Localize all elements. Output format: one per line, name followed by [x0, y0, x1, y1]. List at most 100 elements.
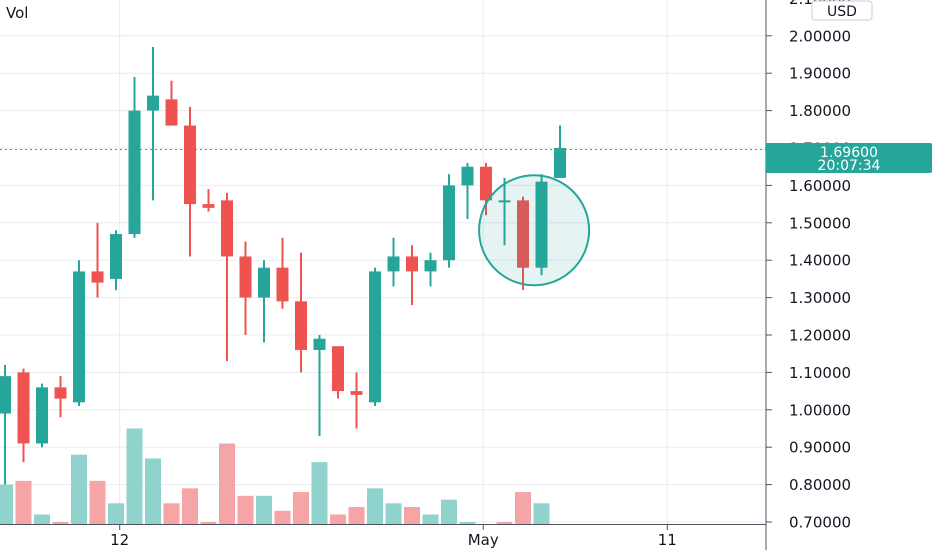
- candle-body: [295, 301, 307, 350]
- volume-bar: [348, 507, 365, 524]
- y-tick-label: 1.40000: [789, 252, 851, 270]
- x-tick-label: May: [468, 531, 499, 549]
- candle: [36, 383, 48, 448]
- volume-bar: [126, 428, 143, 524]
- candle: [184, 106, 196, 257]
- volume-bar: [385, 503, 402, 524]
- candle: [313, 335, 326, 436]
- volume-bar: [237, 495, 254, 524]
- candle: [332, 346, 344, 399]
- candle: [461, 162, 474, 220]
- last-price-label: 1.69600 20:07:34: [766, 143, 932, 174]
- candle-body: [554, 148, 566, 178]
- candle-body: [91, 271, 104, 283]
- candle: [73, 260, 85, 407]
- candle-body: [110, 234, 122, 279]
- volume-bar: [52, 522, 69, 524]
- y-tick-label: 1.30000: [789, 289, 851, 307]
- volume-bar: [15, 480, 32, 524]
- candle: [498, 177, 511, 246]
- x-axis[interactable]: 12 May 11: [110, 524, 677, 549]
- y-tick-label: 2.00000: [789, 27, 851, 45]
- bar-countdown: 20:07:34: [818, 158, 881, 174]
- candle-body: [128, 110, 141, 235]
- volume-bar: [496, 522, 513, 524]
- y-tick-label: 1.50000: [789, 214, 851, 232]
- candle-body: [54, 387, 67, 399]
- candle: [202, 189, 215, 212]
- volume-bar: [293, 492, 309, 524]
- y-tick-label: 1.20000: [789, 327, 851, 345]
- highlight-circle: [478, 174, 591, 287]
- candle-body: [332, 346, 344, 392]
- candle-body: [461, 166, 474, 186]
- volume-bar: [163, 503, 180, 524]
- volume-bar: [256, 495, 272, 524]
- volume-bar: [404, 507, 420, 524]
- candle: [424, 252, 437, 287]
- currency-label: USD: [827, 4, 857, 20]
- volume-bar: [34, 514, 50, 524]
- volume-bar: [533, 503, 550, 524]
- y-tick-label: 1.60000: [789, 177, 851, 195]
- candle: [91, 222, 104, 298]
- y-tick-label: 1.10000: [789, 364, 851, 382]
- candle: [554, 125, 566, 178]
- y-tick-label: 0.80000: [789, 476, 851, 494]
- volume-bar: [71, 454, 87, 524]
- volume-bar: [459, 522, 476, 524]
- candle-body: [443, 185, 455, 261]
- candle: [239, 241, 252, 335]
- candle: [258, 260, 270, 343]
- y-tick-label: 0.70000: [789, 514, 851, 532]
- candle: [406, 245, 418, 306]
- y-axis[interactable]: 0.70000 0.80000 0.90000 1.00000 1.10000 1.200…: [766, 0, 851, 532]
- candle-body: [184, 125, 196, 205]
- volume-bar: [200, 522, 217, 524]
- candle-body: [369, 271, 381, 403]
- candle-body: [517, 200, 529, 268]
- candle-body: [202, 204, 215, 208]
- volume-bar: [274, 510, 291, 524]
- y-tick-label: 1.00000: [789, 401, 851, 419]
- volume-legend-label: Vol: [6, 4, 28, 22]
- candle-body: [535, 181, 548, 268]
- volume-bar: [515, 492, 531, 524]
- candle-body: [313, 338, 326, 350]
- candle: [221, 192, 233, 362]
- candle-body: [424, 260, 437, 272]
- candle-body: [0, 376, 11, 414]
- candle-body: [17, 372, 30, 444]
- volume-bar: [89, 480, 106, 524]
- candle: [443, 174, 455, 268]
- candle-body: [258, 267, 270, 298]
- last-price-value: 1.69600: [820, 145, 878, 161]
- candle-body: [387, 256, 400, 272]
- currency-badge[interactable]: USD: [811, 0, 873, 21]
- volume-bar: [311, 462, 328, 524]
- candle: [110, 230, 122, 291]
- candle-body: [73, 271, 85, 403]
- volume-bar: [0, 484, 13, 524]
- candle-body: [276, 267, 289, 302]
- candle: [276, 237, 289, 309]
- candle: [54, 376, 67, 418]
- candle-body: [36, 387, 48, 444]
- volume-bar: [145, 458, 161, 524]
- volume-bar: [330, 514, 346, 524]
- volume-bar: [422, 514, 439, 524]
- y-tick-label: 0.90000: [789, 439, 851, 457]
- candle-body: [480, 166, 492, 201]
- volume-bar: [182, 488, 198, 524]
- candle-body: [221, 200, 233, 257]
- volume-bars: [0, 428, 550, 524]
- volume-bar: [219, 443, 235, 524]
- candle: [535, 174, 548, 276]
- candle-body: [239, 256, 252, 298]
- candle: [350, 372, 363, 429]
- x-tick-label: 12: [110, 531, 129, 549]
- candle-body: [498, 200, 511, 203]
- x-tick-label: 11: [658, 531, 677, 549]
- volume-bar: [441, 499, 457, 524]
